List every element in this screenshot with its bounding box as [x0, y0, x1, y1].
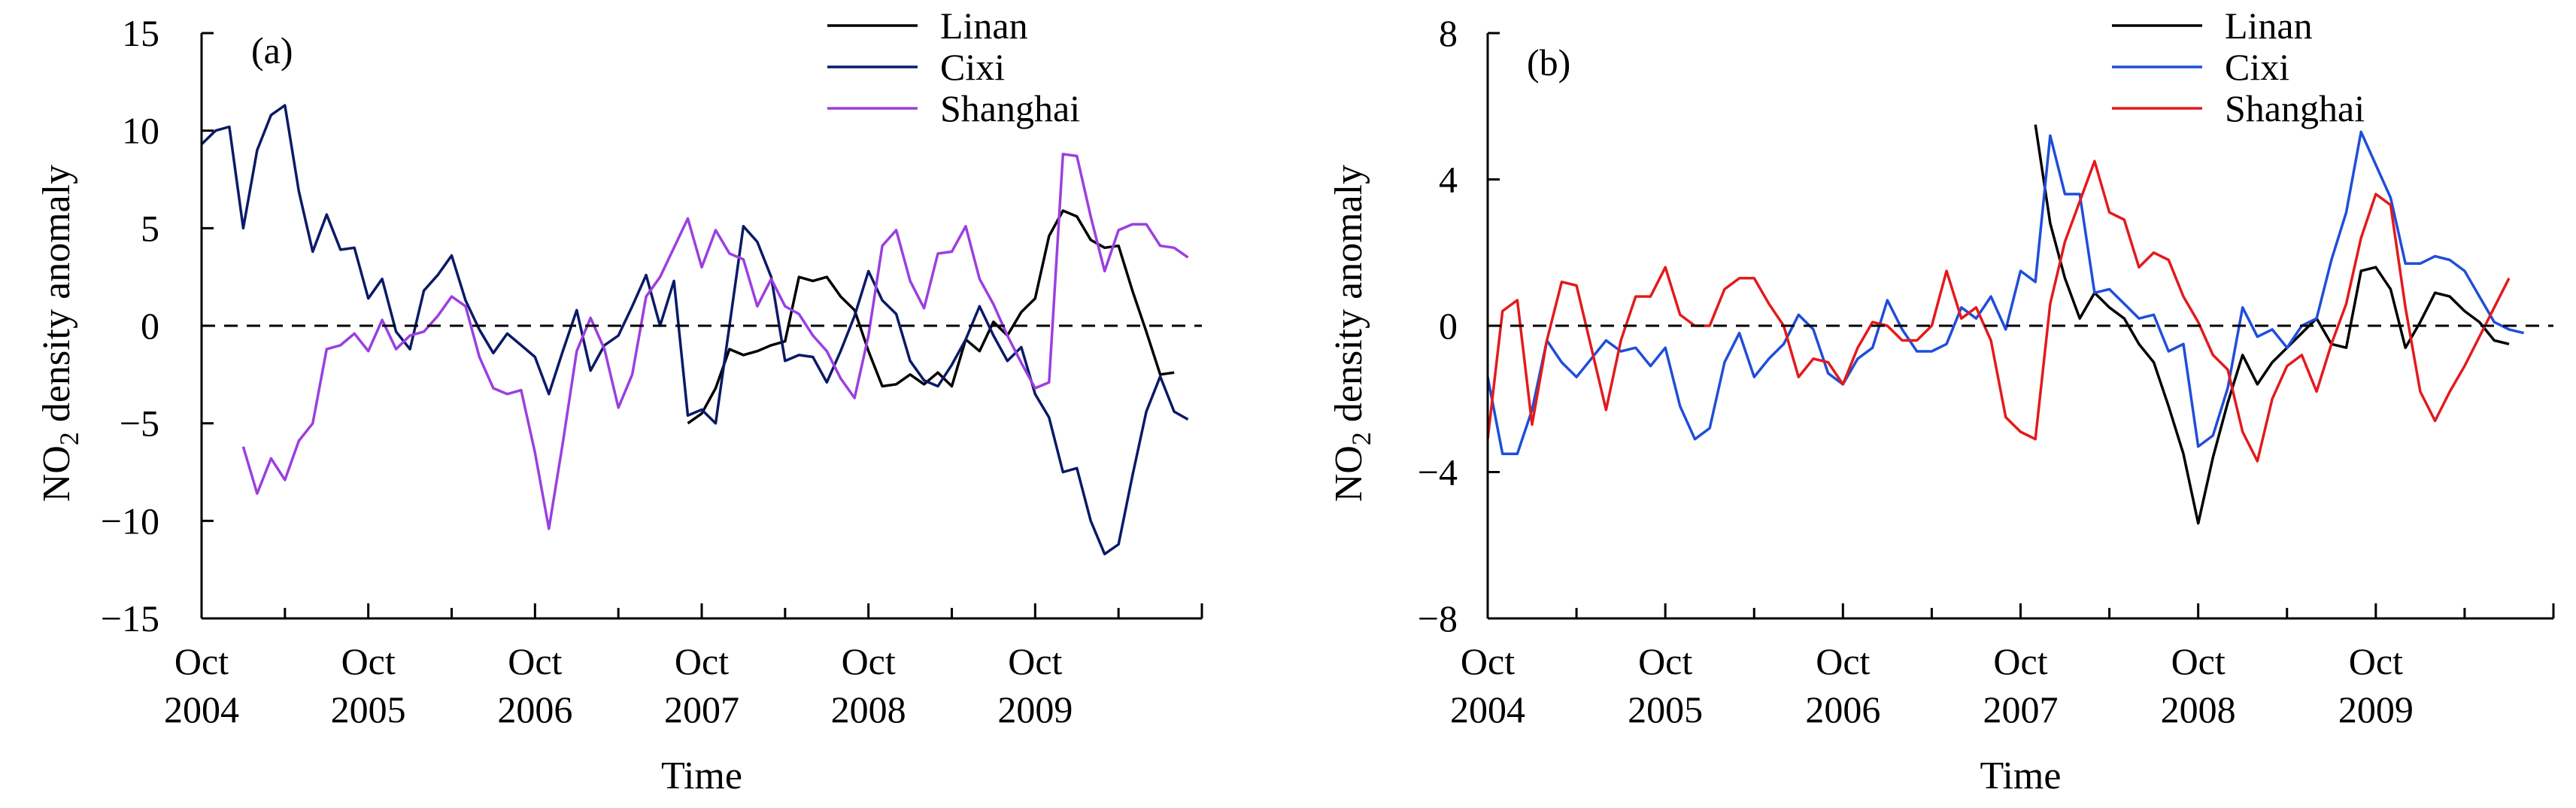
- panel-a-ytick-label: 10: [122, 110, 159, 152]
- panel-b-ylabel-prefix: NO: [1327, 445, 1370, 502]
- panel-b-xtick-month: Oct: [2349, 640, 2403, 682]
- panel-a-xtick-month: Oct: [1008, 640, 1062, 682]
- panel-a-xtick-year: 2009: [997, 688, 1073, 731]
- panel-b-xtick-month: Oct: [1638, 640, 1692, 682]
- panel-b-series-linan: [2034, 124, 2510, 525]
- panel-a-ytick-label: −5: [120, 402, 159, 445]
- panel-b-y-axis-title: NO2 density anomaly: [1327, 165, 1376, 502]
- panel-b-ytick-label: −8: [1418, 597, 1458, 639]
- panel-a-y-axis-title: NO2 density anomaly: [35, 165, 84, 502]
- panel-a-ytick-label: 15: [122, 12, 159, 54]
- panel-b-xtick-year: 2007: [1983, 688, 2059, 731]
- panel-b-series-layer: [1486, 124, 2525, 525]
- panel-a-series-cixi: [200, 104, 1189, 556]
- panel-a-series-layer: [200, 104, 1189, 556]
- panel-a-legend-label-linan: Linan: [940, 5, 1028, 47]
- panel-a-ylabel-prefix: NO: [35, 445, 78, 502]
- panel-a-series-linan: [687, 209, 1175, 425]
- panel-a-label: (a): [251, 29, 293, 71]
- panel-b-xtick-month: Oct: [1993, 640, 2047, 682]
- panel-a-ylabel-suffix: density anomaly: [35, 165, 78, 432]
- panel-a-xtick-month: Oct: [842, 640, 896, 682]
- panel-b-xtick-year: 2009: [2338, 688, 2414, 731]
- panel-a-xtick-year: 2008: [831, 688, 906, 731]
- panel-a-xtick-year: 2005: [331, 688, 406, 731]
- panel-b-series-cixi: [1486, 130, 2525, 455]
- panel-b-xtick-year: 2005: [1628, 688, 1703, 731]
- panel-a-xtick-month: Oct: [341, 640, 396, 682]
- panel-a-xtick-month: Oct: [675, 640, 729, 682]
- panel-b-ytick-labels: 8 4 0 −4 −8: [1418, 12, 1458, 639]
- panel-b-ytick-label: −4: [1418, 451, 1458, 494]
- panel-b-ytick-label: 4: [1439, 159, 1458, 201]
- panel-b-xtick-year: 2008: [2161, 688, 2236, 731]
- panel-a-xtick-year: 2007: [664, 688, 739, 731]
- panel-a-xtick-year: 2004: [164, 688, 239, 731]
- panel-a-xtick-labels: Oct 2004 Oct 2005 Oct 2006 Oct 2007 Oct 2008 Oct 20…: [164, 640, 1073, 731]
- panel-a-x-axis-title: Time: [661, 755, 742, 797]
- panel-b-ylabel-suffix: density anomaly: [1327, 165, 1370, 432]
- panel-b-xtick-year: 2004: [1450, 688, 1525, 731]
- panel-b-ylabel-subscript: 2: [1346, 432, 1376, 445]
- panel-a-ytick-labels: 15 10 5 0 −5 −10 −15: [101, 12, 159, 639]
- panel-b-label: (b): [1527, 41, 1570, 84]
- panel-a-xtick-month: Oct: [174, 640, 229, 682]
- panel-b-xtick-labels: Oct 2004 Oct 2005 Oct 2006 Oct 2007 Oct 2008 Oct 20…: [1450, 640, 2414, 731]
- panel-a-series-shanghai: [241, 153, 1189, 530]
- panel-b-legend-label-cixi: Cixi: [2225, 46, 2289, 88]
- panel-a-ytick-label: 5: [141, 207, 159, 249]
- panel-b-legend-label-shanghai: Shanghai: [2225, 87, 2365, 129]
- panel-a-legend-label-cixi: Cixi: [940, 46, 1005, 88]
- panel-a-xtick-month: Oct: [508, 640, 562, 682]
- panel-a-ytick-label: −10: [101, 500, 159, 542]
- panel-a-axis-ticks: [200, 32, 1203, 620]
- panel-b-xtick-year: 2006: [1805, 688, 1880, 731]
- panel-a-xtick-year: 2006: [497, 688, 572, 731]
- panel-b-ytick-label: 8: [1439, 12, 1458, 54]
- panel-a-chart: 15 10 5 0 −5 −10 −15 Oct 2004 Oct 2005 Oct 2006 Oct 2…: [35, 5, 1203, 797]
- panel-b-x-axis-title: Time: [1980, 755, 2062, 797]
- panel-a-ytick-label: 0: [141, 305, 159, 347]
- panel-b-xtick-month: Oct: [2171, 640, 2226, 682]
- panel-b-xtick-month: Oct: [1461, 640, 1515, 682]
- panel-b-xtick-month: Oct: [1816, 640, 1870, 682]
- panel-b-series-shanghai: [1486, 159, 2511, 463]
- panel-a-legend-label-shanghai: Shanghai: [940, 87, 1080, 129]
- panel-b-legend-label-linan: Linan: [2225, 5, 2313, 47]
- panel-a-ytick-label: −15: [101, 597, 159, 639]
- panel-b-ytick-label: 0: [1439, 305, 1458, 347]
- panel-a-ylabel-subscript: 2: [54, 432, 84, 445]
- panel-b-chart: 8 4 0 −4 −8 Oct 2004 Oct 2005 Oct 2006 Oct 2007 Oct 2…: [1327, 5, 2555, 797]
